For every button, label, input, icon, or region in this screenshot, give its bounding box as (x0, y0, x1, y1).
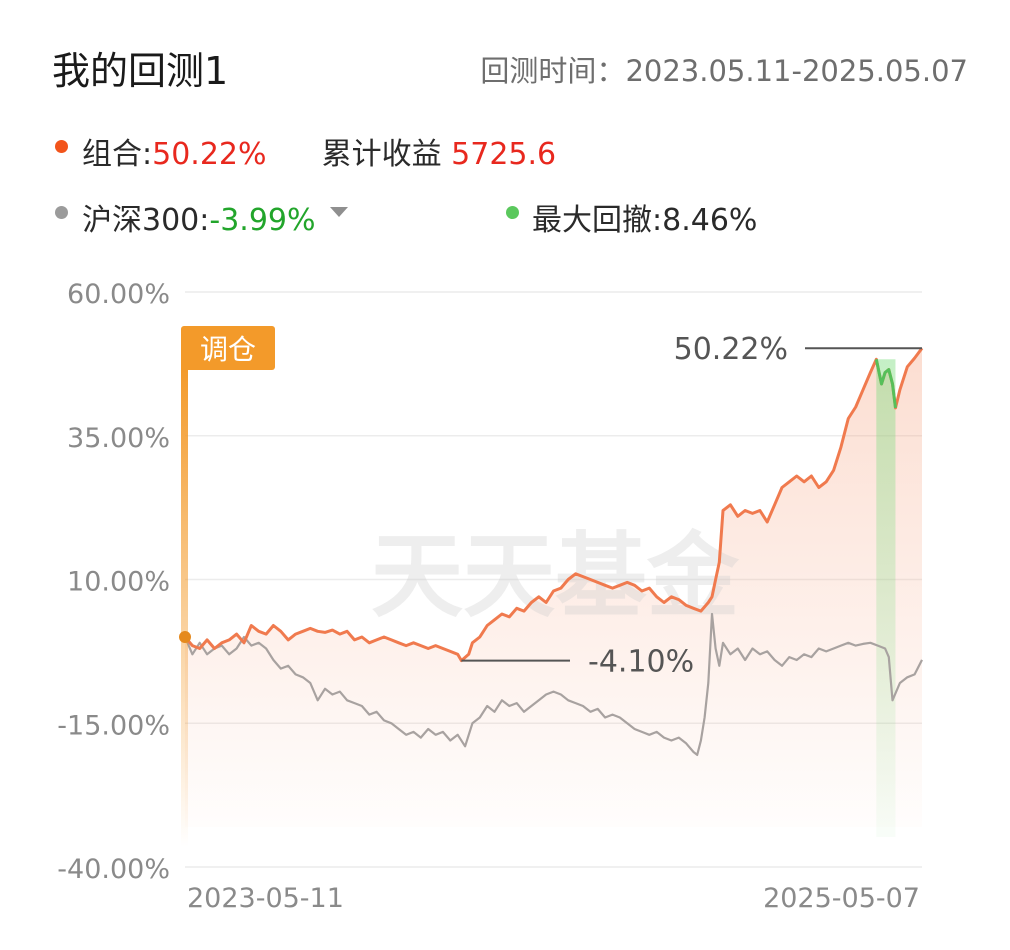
backtest-range-label: 回测时间： (480, 54, 626, 88)
benchmark-dropdown-icon[interactable] (330, 207, 348, 219)
y-tick-label: -15.00% (57, 710, 170, 741)
y-tick-label: 35.00% (67, 423, 170, 454)
y-tick-label: -40.00% (57, 854, 170, 885)
rebalance-marker-line (181, 366, 188, 847)
page-title: 我的回测1 (52, 49, 229, 93)
y-tick-label: 10.00% (67, 567, 170, 598)
rebalance-tag-label: 调仓 (200, 333, 256, 366)
portfolio-legend: 组合:50.22% 累计收益 5725.6 (82, 129, 556, 173)
portfolio-line (183, 347, 924, 663)
portfolio-label: 组合: (82, 137, 153, 172)
drawdown-band (876, 359, 896, 837)
backtest-range: 回测时间：2023.05.11-2025.05.07 (480, 48, 968, 90)
drawdown-label: 最大回撤: (532, 203, 663, 238)
x-tick-label: 2023-05-11 (187, 883, 344, 914)
benchmark-return-value: -3.99% (209, 203, 316, 238)
benchmark-line (183, 612, 923, 756)
cumulative-return-value: 5725.6 (451, 137, 557, 172)
drawdown-dot (506, 206, 519, 219)
start-point-marker (179, 631, 191, 643)
drawdown-line (874, 358, 897, 409)
x-tick-label: 2025-05-07 (763, 883, 920, 914)
benchmark-legend: 沪深300:-3.99% (82, 195, 316, 239)
drawdown-legend: 最大回撤:8.46% (532, 195, 757, 239)
y-tick-label: 60.00% (67, 279, 170, 310)
min-annotation-label: -4.10% (588, 645, 694, 680)
backtest-range-value: 2023.05.11-2025.05.07 (625, 54, 968, 88)
rebalance-tag[interactable]: 调仓 (181, 326, 275, 370)
benchmark-label: 沪深300: (82, 203, 210, 238)
drawdown-value: 8.46% (662, 203, 758, 238)
portfolio-area (185, 348, 922, 827)
max-annotation-label: 50.22% (674, 332, 788, 367)
watermark: 天天基金 (371, 522, 740, 630)
portfolio-return-value: 50.22% (152, 137, 267, 172)
benchmark-dot (55, 206, 68, 219)
cumulative-label: 累计收益 (321, 137, 442, 172)
portfolio-dot (55, 140, 68, 153)
